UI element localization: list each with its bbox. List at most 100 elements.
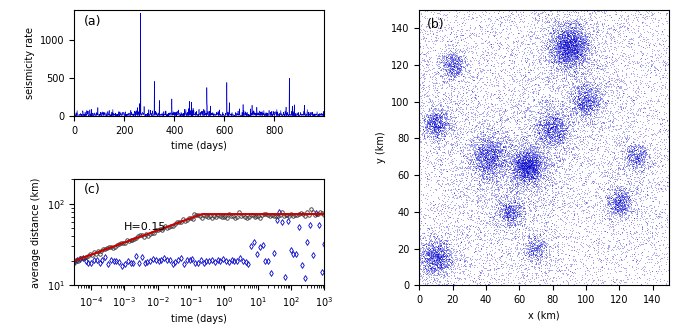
Point [594,32,604,38]
Point [614,79,625,84]
Point [525,159,535,165]
Point [573,74,583,79]
Point [578,101,589,106]
Point [514,9,525,14]
Point [443,152,454,157]
Point [614,197,625,202]
Point [501,215,512,220]
Point [473,62,484,67]
Point [564,33,575,38]
Point [571,57,581,62]
Point [462,223,473,228]
Point [422,276,433,281]
Point [604,244,614,249]
Point [548,49,559,54]
Point [550,111,561,116]
Point [429,259,439,264]
Point [500,113,510,118]
Point [523,207,534,212]
Point [558,48,569,53]
Point [586,53,597,58]
Point [633,106,644,112]
Point [435,103,445,108]
Point [438,259,449,264]
Point [458,204,468,210]
Point [606,159,617,164]
Point [558,54,569,60]
Point [652,98,663,103]
Point [576,100,587,105]
Point [531,167,542,172]
Point [633,167,644,172]
Point [444,52,455,57]
Point [612,76,623,81]
Point [552,147,562,152]
Point [595,206,606,211]
Point [564,55,575,61]
Point [552,11,562,16]
Point [584,217,595,222]
Point [573,134,583,140]
Point [578,190,589,195]
Point [541,143,552,149]
Point [468,156,479,162]
Point [569,38,579,44]
Point [542,154,553,159]
Point [653,182,664,187]
Point [535,98,546,103]
Point [646,58,656,63]
Point [423,252,434,257]
Point [477,24,487,30]
Point [533,154,544,159]
Point [438,250,449,255]
Point [596,49,606,54]
Point [505,160,516,165]
Point [568,44,579,49]
Point [519,209,530,214]
Point [508,98,518,103]
Point [441,72,452,78]
Point [625,95,636,100]
Point [518,177,529,182]
Point [546,115,556,120]
Point [571,85,582,90]
Point [604,128,614,133]
Point [451,158,462,163]
Point [552,141,563,146]
Point [528,160,539,165]
Point [428,282,439,287]
Point [416,99,427,104]
Point [465,157,476,163]
Point [522,170,533,175]
Point [520,162,531,168]
Point [544,112,554,117]
Point [534,160,545,165]
Point [528,166,539,171]
Point [498,60,508,65]
Point [530,141,541,146]
Point [475,149,485,154]
Point [610,210,621,215]
Point [614,155,625,161]
Point [510,206,521,211]
Point [522,171,533,176]
Point [539,243,550,249]
Point [610,189,621,194]
Point [524,150,535,155]
Point [531,205,541,210]
Point [564,41,575,46]
Point [583,98,594,104]
Point [558,107,569,112]
Point [481,163,492,168]
Point [431,259,441,264]
Point [560,51,571,57]
Point [560,39,571,45]
Point [483,163,494,169]
Point [493,217,504,222]
Point [521,166,532,171]
Point [533,136,544,141]
Point [636,105,647,111]
Point [417,253,428,258]
Point [569,236,580,241]
Point [569,70,579,75]
